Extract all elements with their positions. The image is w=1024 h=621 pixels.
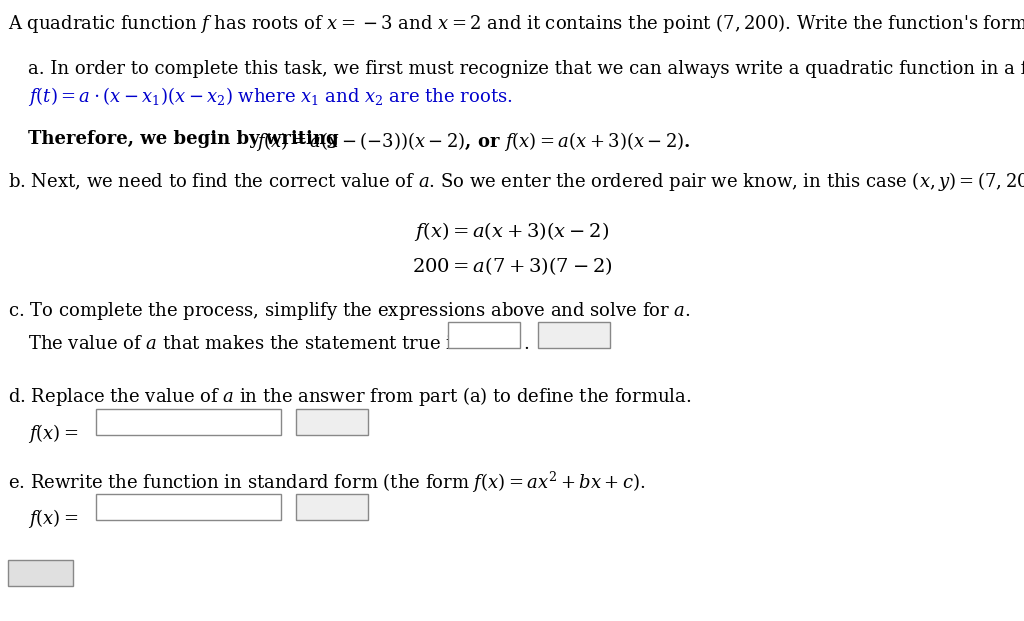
- Text: Preview: Preview: [540, 335, 608, 352]
- Text: e. Rewrite the function in standard form (the form $f(x) = ax^2 + bx + c$).: e. Rewrite the function in standard form…: [8, 470, 645, 495]
- FancyBboxPatch shape: [296, 409, 368, 435]
- Text: .: .: [523, 335, 528, 353]
- Text: c. To complete the process, simplify the expressions above and solve for $a$.: c. To complete the process, simplify the…: [8, 300, 691, 322]
- Text: $f(x) = a(x+3)(x-2)$: $f(x) = a(x+3)(x-2)$: [415, 220, 609, 243]
- FancyBboxPatch shape: [449, 322, 520, 348]
- FancyBboxPatch shape: [296, 494, 368, 520]
- Text: $f(t) = a \cdot (x - x_1)(x - x_2)$ where $x_1$ and $x_2$ are the roots.: $f(t) = a \cdot (x - x_1)(x - x_2)$ wher…: [28, 85, 513, 108]
- Text: Preview: Preview: [298, 422, 366, 439]
- Text: $200 = a(7+3)(7-2)$: $200 = a(7+3)(7-2)$: [412, 255, 612, 277]
- FancyBboxPatch shape: [96, 409, 281, 435]
- FancyBboxPatch shape: [96, 494, 281, 520]
- Text: $f(x) =$: $f(x) =$: [28, 422, 79, 445]
- FancyBboxPatch shape: [538, 322, 610, 348]
- Text: $f(x) =$: $f(x) =$: [28, 507, 79, 530]
- Text: The value of $a$ that makes the statement true is $a =$: The value of $a$ that makes the statemen…: [28, 335, 496, 353]
- Text: A quadratic function $f$ has roots of $x = -3$ and $x = 2$ and it contains the p: A quadratic function $f$ has roots of $x…: [8, 12, 1024, 35]
- Text: $f(x) = a(x-(-3))(x-2)$, or $f(x) = a(x+3)(x-2)$.: $f(x) = a(x-(-3))(x-2)$, or $f(x) = a(x+…: [256, 130, 690, 153]
- Text: Submit: Submit: [10, 564, 71, 581]
- Text: Preview: Preview: [298, 507, 366, 524]
- Text: Therefore, we begin by writing: Therefore, we begin by writing: [28, 130, 345, 148]
- FancyBboxPatch shape: [8, 560, 73, 586]
- Text: a. In order to complete this task, we first must recognize that we can always wr: a. In order to complete this task, we fi…: [28, 60, 1024, 78]
- Text: d. Replace the value of $a$ in the answer from part (a) to define the formula.: d. Replace the value of $a$ in the answe…: [8, 385, 691, 408]
- Text: b. Next, we need to find the correct value of $a$. So we enter the ordered pair : b. Next, we need to find the correct val…: [8, 170, 1024, 193]
